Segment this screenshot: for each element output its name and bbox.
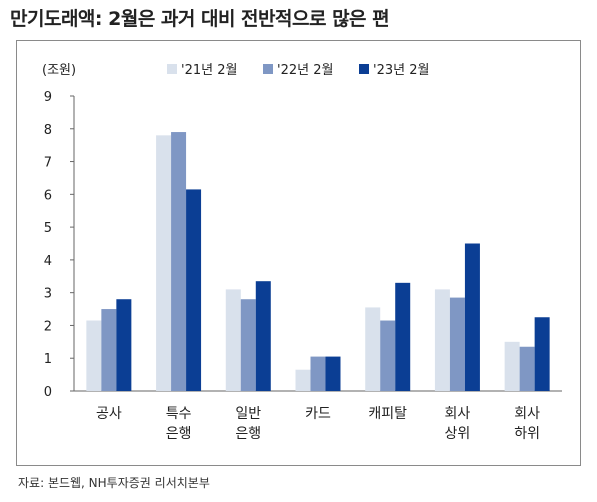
bar-series-2-cat-4: [310, 356, 326, 391]
y-tick-label: 8: [44, 123, 52, 138]
bar-series-3-cat-4: [325, 356, 341, 391]
x-tick-label: 공사: [96, 406, 122, 422]
legend-swatch-2: [263, 64, 273, 74]
legend-swatch-3: [359, 64, 369, 74]
bar-series-2-cat-3: [240, 299, 256, 391]
x-tick-label: 회사: [514, 406, 540, 422]
y-axis-label: (조원): [42, 63, 76, 78]
x-tick-label: 특수: [166, 406, 192, 422]
x-tick-label: 회사: [445, 406, 471, 422]
bar-series-1-cat-1: [86, 320, 102, 391]
legend-label-3: '23년 2월: [373, 63, 429, 78]
legend-label-2: '22년 2월: [277, 63, 333, 78]
bar-series-1-cat-7: [504, 341, 520, 391]
x-tick-label: 일반: [235, 406, 261, 422]
y-tick-label: 3: [44, 287, 52, 302]
bar-series-3-cat-6: [464, 243, 480, 391]
y-tick-label: 1: [44, 352, 52, 367]
chart-title: 만기도래액: 2월은 과거 대비 전반적으로 많은 편: [10, 8, 390, 30]
bar-series-1-cat-3: [225, 289, 241, 391]
bar-series-2-cat-2: [171, 132, 187, 392]
y-tick-label: 7: [44, 156, 52, 171]
y-tick-label: 0: [44, 385, 52, 400]
x-tick-label: 하위: [514, 426, 540, 442]
x-tick-label: 캐피탈: [368, 406, 407, 422]
y-tick-label: 5: [44, 221, 52, 236]
bar-series-1-cat-5: [365, 307, 381, 391]
bar-series-1-cat-2: [156, 135, 172, 391]
bar-series-2-cat-1: [101, 309, 117, 391]
bar-series-2-cat-6: [449, 297, 465, 391]
x-tick-label: 카드: [305, 406, 331, 422]
y-tick-label: 2: [44, 319, 52, 334]
source-note: 자료: 본드웹, NH투자증권 리서치본부: [18, 476, 210, 490]
bar-series-2-cat-7: [519, 346, 535, 391]
bar-series-3-cat-5: [395, 282, 411, 391]
y-tick-label: 4: [44, 254, 52, 269]
x-tick-label: 은행: [235, 426, 261, 442]
bar-series-3-cat-7: [534, 317, 550, 391]
y-tick-label: 6: [44, 188, 52, 203]
legend-swatch-1: [167, 64, 177, 74]
y-tick-label: 9: [44, 90, 52, 105]
x-tick-label: 은행: [166, 426, 192, 442]
legend-label-1: '21년 2월: [181, 63, 237, 78]
bar-series-1-cat-4: [295, 369, 311, 391]
x-tick-label: 상위: [445, 426, 471, 442]
bar-series-3-cat-3: [255, 281, 271, 391]
bar-series-3-cat-1: [116, 299, 132, 391]
bar-series-3-cat-2: [186, 189, 202, 391]
bar-series-2-cat-5: [380, 320, 396, 391]
bar-series-1-cat-6: [434, 289, 450, 391]
